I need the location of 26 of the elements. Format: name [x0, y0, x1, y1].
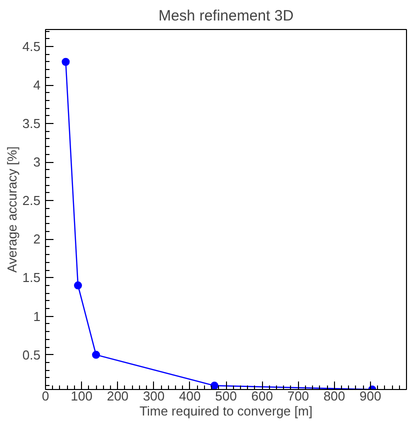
- x-axis-title: Time required to converge [m]: [140, 404, 312, 418]
- x-tick-label: 500: [215, 388, 237, 404]
- point: [74, 281, 82, 290]
- y-tick-label: 1.5: [22, 270, 41, 286]
- y-tick-label: 2.5: [22, 193, 41, 208]
- x-tick-label: 100: [70, 388, 92, 404]
- x-tick-label: 800: [323, 388, 346, 404]
- x-tick-label: 300: [142, 388, 165, 404]
- x-tick-label: 200: [106, 388, 129, 404]
- y-tick-label: 4.5: [22, 38, 41, 54]
- y-tick-label: 4: [33, 78, 41, 93]
- y-tick-label: 3.5: [22, 116, 41, 132]
- y-tick-label: 2: [33, 232, 41, 247]
- y-tick-label: 0.5: [22, 347, 41, 362]
- y-axis-title: Average accuracy [%]: [4, 146, 20, 273]
- x-tick-label: 600: [251, 388, 273, 404]
- y-tick-label: 3: [33, 154, 41, 170]
- x-tick-label: 400: [179, 388, 201, 404]
- x-tick-label: 0: [42, 388, 50, 404]
- point: [92, 350, 100, 359]
- x-tick-label: 900: [360, 388, 382, 404]
- point: [210, 382, 218, 390]
- x-tick-label: 700: [287, 388, 310, 404]
- chart-title: Mesh refinement 3D: [158, 8, 294, 24]
- point: [62, 58, 70, 66]
- y-tick-label: 1: [33, 308, 41, 324]
